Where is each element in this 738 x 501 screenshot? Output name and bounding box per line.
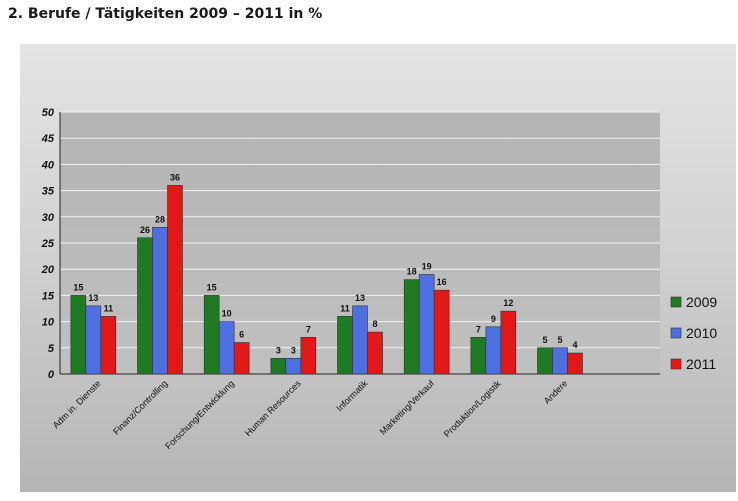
bar-2010 <box>552 347 568 375</box>
bar-2011 <box>100 316 117 375</box>
data-label: 12 <box>503 298 513 308</box>
legend-label: 2011 <box>686 356 716 372</box>
legend-label: 2009 <box>686 294 717 310</box>
category-label: Produktion/Logistik <box>442 378 503 439</box>
bar-2011 <box>300 337 317 375</box>
data-label: 26 <box>140 225 150 235</box>
y-tick-label: 30 <box>42 212 55 224</box>
data-label: 3 <box>291 345 296 355</box>
data-label: 5 <box>557 335 562 345</box>
category-label: Marketing/Verkauf <box>378 378 437 437</box>
bar-2011 <box>367 331 383 375</box>
data-label: 7 <box>476 324 481 334</box>
data-label: 6 <box>239 330 244 340</box>
bar-2011 <box>567 352 583 375</box>
y-tick-label: 40 <box>41 159 55 171</box>
bar-2010 <box>352 305 368 375</box>
legend-swatch-2009 <box>670 296 682 308</box>
legend: 2009 2010 2011 <box>670 294 717 372</box>
category-label: Andere <box>542 378 570 406</box>
bar-2009 <box>470 337 487 375</box>
y-tick-label: 15 <box>42 290 55 302</box>
data-label: 36 <box>170 172 180 182</box>
bar-2010 <box>418 274 435 375</box>
y-tick-label: 35 <box>42 186 55 198</box>
bar-2010 <box>218 321 235 375</box>
y-axis: 0 5 10 15 20 25 30 35 40 45 50 <box>41 107 61 381</box>
data-label: 15 <box>73 282 83 292</box>
data-label: 28 <box>155 214 165 224</box>
category-label: Adm in. Dienste <box>51 378 103 430</box>
bar-2009 <box>537 347 553 375</box>
category-label: Finanz/Controlling <box>111 378 169 436</box>
legend-swatch-2011 <box>670 358 682 370</box>
bar-2010 <box>285 357 302 375</box>
bar-2009 <box>403 279 420 375</box>
data-label: 10 <box>222 309 232 319</box>
data-label: 3 <box>276 345 281 355</box>
data-label: 19 <box>422 261 432 271</box>
data-label: 13 <box>355 293 365 303</box>
data-label: 5 <box>542 335 547 345</box>
chart-frame: 0 5 10 15 20 25 30 35 40 45 50 15 13 11 26 28 36 15 10 6 3 3… <box>20 44 736 492</box>
bar-2009 <box>70 295 87 375</box>
bar-2011 <box>167 185 183 375</box>
y-tick-label: 0 <box>48 369 55 381</box>
data-label: 8 <box>372 319 377 329</box>
bar-2009 <box>137 237 153 375</box>
bars <box>70 185 583 375</box>
y-tick-label: 50 <box>42 107 55 119</box>
data-label: 7 <box>306 324 311 334</box>
bar-2010 <box>85 305 102 375</box>
data-label: 4 <box>572 340 577 350</box>
data-label: 18 <box>407 267 417 277</box>
category-label: Human Resources <box>243 378 303 438</box>
y-tick-label: 45 <box>41 133 55 145</box>
bar-2011 <box>233 342 250 375</box>
bar-2009 <box>203 295 220 375</box>
data-label: 11 <box>104 303 114 313</box>
bar-2011 <box>433 289 450 375</box>
bar-2011 <box>500 310 517 375</box>
legend-swatch-2010 <box>670 327 682 339</box>
bar-2009 <box>337 316 353 375</box>
data-label: 16 <box>437 277 447 287</box>
bar-2009 <box>270 357 287 375</box>
data-label: 11 <box>340 303 350 313</box>
bar-2010 <box>485 326 502 375</box>
page-heading: 2. Berufe / Tätigkeiten 2009 – 2011 in % <box>8 6 323 22</box>
y-tick-label: 5 <box>48 343 55 355</box>
category-label: Forschung/Entwicklung <box>163 378 236 451</box>
data-label: 13 <box>88 293 98 303</box>
data-label: 9 <box>491 314 496 324</box>
bar-2010 <box>152 226 168 375</box>
y-tick-label: 25 <box>41 238 55 250</box>
data-label: 15 <box>207 282 217 292</box>
category-label: Informatik <box>334 378 369 413</box>
y-tick-label: 10 <box>42 317 55 329</box>
x-axis: Adm in. Dienste Finanz/ControllingForschu… <box>51 378 570 451</box>
legend-label: 2010 <box>686 325 717 341</box>
y-tick-label: 20 <box>41 264 55 276</box>
